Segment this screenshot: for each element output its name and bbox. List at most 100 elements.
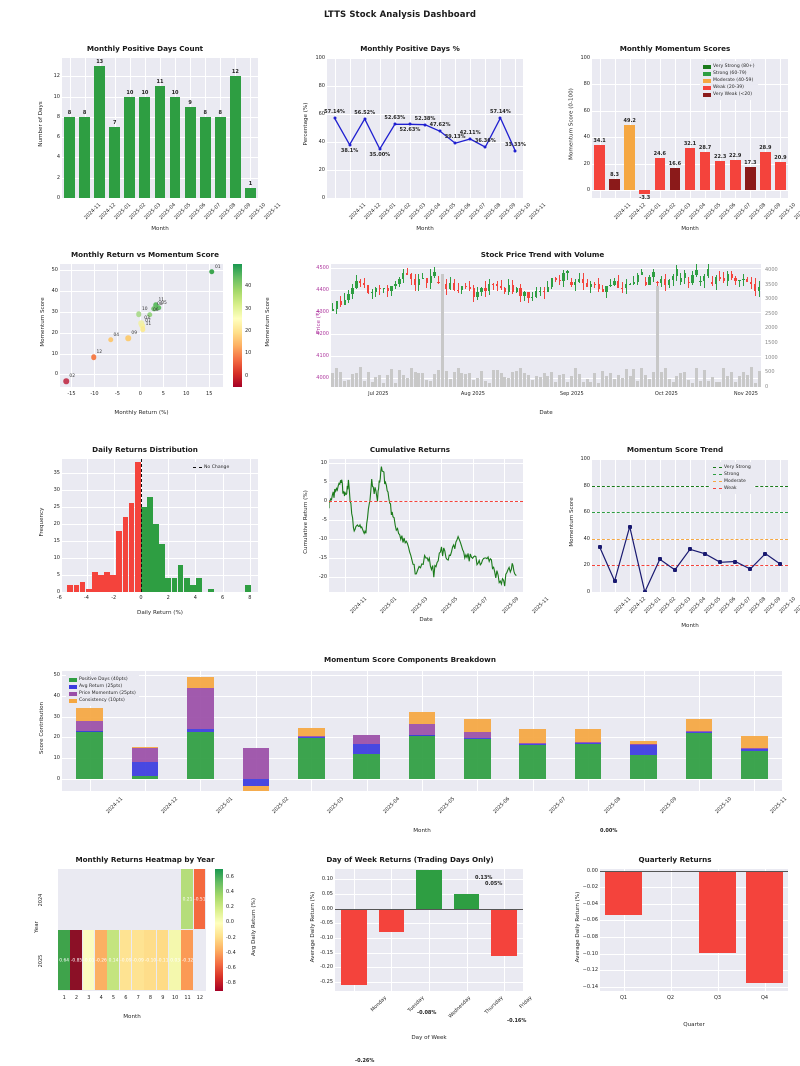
bar-value-label: 8 xyxy=(82,109,87,116)
y-axis-tick: 0.05 xyxy=(321,890,333,897)
gridline-vertical xyxy=(249,459,251,592)
volume-bar xyxy=(526,375,530,387)
chart-title-quarterly: Quarterly Returns xyxy=(638,855,712,864)
volume-axis-tick: 3000 xyxy=(765,296,778,303)
candle-body xyxy=(390,286,393,292)
plot-area-quarterly xyxy=(600,869,788,991)
candle-wick xyxy=(406,267,408,275)
scatter-point-label: 10 xyxy=(141,307,148,313)
y-axis-tick: 0.00 xyxy=(586,867,598,874)
colorbar-tick: 0.0 xyxy=(226,919,234,926)
bar-value-label: 22.9 xyxy=(729,152,742,159)
panel-positive-days-pct: Monthly Positive Days % 57.14% 38.1% 56.52… xyxy=(285,44,548,234)
y-axis-tick: 5 xyxy=(56,571,60,578)
volume-bar xyxy=(448,378,452,387)
candle-body xyxy=(757,287,761,292)
volume-bar xyxy=(401,374,405,387)
x-axis-tick: 15 xyxy=(206,391,213,397)
volume-axis-tick: 1000 xyxy=(765,354,778,361)
candle-wick xyxy=(547,280,549,293)
dashboard-title: LTTS Stock Analysis Dashboard xyxy=(323,10,477,20)
gridline-vertical xyxy=(599,459,601,592)
candle-body xyxy=(496,284,499,286)
candle-body xyxy=(499,285,503,289)
bar-2025-02-series-3 xyxy=(242,786,270,791)
x-axis-tick: Q3 xyxy=(713,995,722,1001)
bar-value-label: 49.2 xyxy=(623,118,636,125)
bar-value-label: 10 xyxy=(141,89,149,96)
bar-2025-11-series-0 xyxy=(741,750,768,779)
scatter-point-label: 08 xyxy=(157,301,163,307)
scatter-point-label: 11 xyxy=(145,322,152,328)
candle-body xyxy=(535,291,538,298)
xaxis-label-quarterly: Quarter xyxy=(683,1022,705,1028)
gridline-vertical xyxy=(429,869,430,991)
volume-bar xyxy=(589,382,593,387)
xaxis-label-return-vs-momentum: Monthly Return (%) xyxy=(114,410,169,416)
histogram-bin-3 xyxy=(85,588,92,592)
gridline-vertical xyxy=(599,58,601,198)
candle-body xyxy=(453,282,456,290)
yaxis-label-cumulative-returns: Cumulative Return (%) xyxy=(303,490,309,554)
volume-bar xyxy=(436,369,441,387)
x-axis-tick: 2025-11 xyxy=(769,796,789,816)
candle-body xyxy=(511,284,514,293)
bar-2024-11 xyxy=(594,145,605,191)
gridline-vertical xyxy=(117,264,119,387)
y-axis-tick: −0.04 xyxy=(582,900,598,907)
data-point-2025-02 xyxy=(378,147,382,151)
histogram-bin-1 xyxy=(73,585,80,592)
candle-body xyxy=(429,275,432,284)
candle-body xyxy=(605,285,608,292)
y-axis-tick: -0.15 xyxy=(320,949,333,956)
legend-label-2: Moderate (40-59) xyxy=(713,78,754,83)
candle-body xyxy=(734,277,737,282)
candle-body xyxy=(628,284,632,286)
x-axis-tick: Q2 xyxy=(666,995,675,1001)
candle-body xyxy=(562,273,565,282)
x-axis-tick: Monday xyxy=(369,995,388,1014)
xaxis-label-heatmap: Month xyxy=(123,1014,141,1020)
legend-label-3: Consistency (10pts) xyxy=(79,698,125,703)
candle-wick xyxy=(492,283,494,291)
zero-reference-line xyxy=(600,870,788,872)
data-point-2025-05 xyxy=(688,547,692,552)
yaxis-label-positive-days-pct: Percentage (%) xyxy=(303,102,309,146)
candle-body xyxy=(679,277,682,282)
histogram-bin-9 xyxy=(122,516,129,592)
volume-bar xyxy=(569,375,573,387)
volume-bar xyxy=(562,373,566,387)
scatter-point-07 xyxy=(139,322,145,329)
histogram-bin-7 xyxy=(110,574,117,592)
volume-bar xyxy=(370,381,374,387)
panel-momentum-scores: Monthly Momentum Scores 34.1 8.3 49.2 -3.3 2… xyxy=(550,44,800,234)
gridline-vertical xyxy=(659,459,661,592)
volume-bar xyxy=(675,376,679,387)
x-axis-tick: 2025-07 xyxy=(470,596,490,616)
candle-body xyxy=(367,285,370,293)
heatmap-cell-2025-6 xyxy=(119,930,132,991)
candle-body xyxy=(374,288,378,293)
candle-body xyxy=(468,287,471,289)
candle-body xyxy=(480,288,483,292)
y-axis-tick: -0.05 xyxy=(320,920,333,927)
x-axis-tick: 2025-09 xyxy=(500,596,520,616)
y-axis-tick: 80 xyxy=(583,482,590,489)
colorbar-tick: -0.2 xyxy=(226,934,236,941)
gridline-horizontal xyxy=(600,986,788,988)
candle-body xyxy=(542,290,546,293)
data-point-2025-02 xyxy=(642,590,647,592)
gridline-vertical xyxy=(780,58,782,198)
volume-bar xyxy=(585,379,589,387)
candle-body xyxy=(406,273,409,275)
volume-bar xyxy=(491,369,495,387)
gridline-horizontal xyxy=(331,334,761,336)
y-axis-tick: 25 xyxy=(53,503,60,510)
bar-value-label: 28.9 xyxy=(759,144,772,151)
candle-body xyxy=(546,286,550,293)
legend-swatch-3 xyxy=(713,488,722,489)
bar-value-label: 11 xyxy=(156,79,164,86)
candle-wick xyxy=(371,289,373,300)
colorbar-tick: 0.6 xyxy=(226,873,234,880)
bar-2024-12 xyxy=(609,179,620,191)
